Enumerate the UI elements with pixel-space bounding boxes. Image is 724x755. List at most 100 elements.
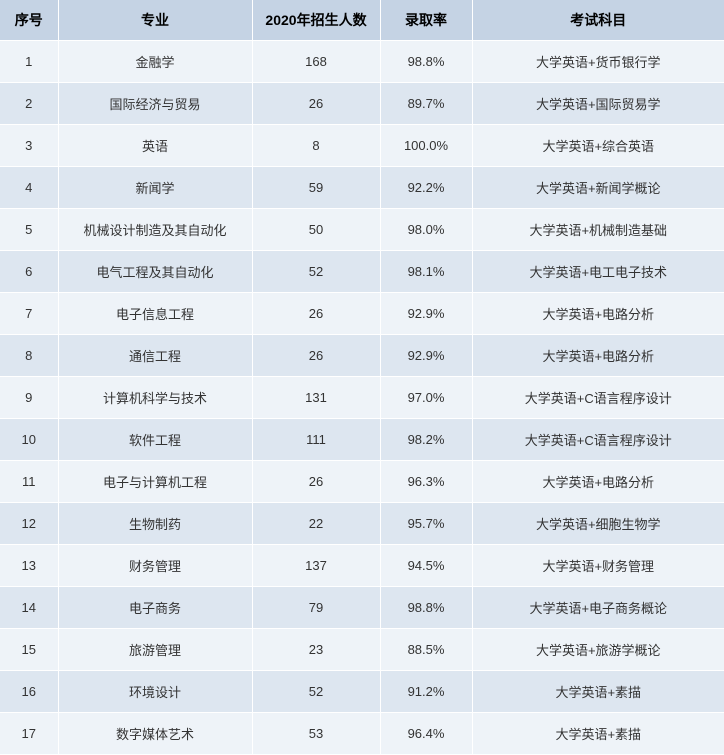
table-row: 10软件工程11198.2%大学英语+C语言程序设计 <box>0 419 724 461</box>
table-cell: 大学英语+电工电子技术 <box>472 251 724 293</box>
table-row: 15旅游管理2388.5%大学英语+旅游学概论 <box>0 629 724 671</box>
table-cell: 6 <box>0 251 58 293</box>
table-row: 3英语8100.0%大学英语+综合英语 <box>0 125 724 167</box>
table-cell: 8 <box>252 125 380 167</box>
table-row: 16环境设计5291.2%大学英语+素描 <box>0 671 724 713</box>
table-row: 2国际经济与贸易2689.7%大学英语+国际贸易学 <box>0 83 724 125</box>
table-cell: 14 <box>0 587 58 629</box>
table-cell: 98.2% <box>380 419 472 461</box>
table-cell: 9 <box>0 377 58 419</box>
table-row: 4新闻学5992.2%大学英语+新闻学概论 <box>0 167 724 209</box>
table-cell: 13 <box>0 545 58 587</box>
table-row: 9计算机科学与技术13197.0%大学英语+C语言程序设计 <box>0 377 724 419</box>
table-cell: 91.2% <box>380 671 472 713</box>
table-row: 7电子信息工程2692.9%大学英语+电路分析 <box>0 293 724 335</box>
col-header: 专业 <box>58 0 252 41</box>
table-cell: 3 <box>0 125 58 167</box>
table-cell: 53 <box>252 713 380 755</box>
table-cell: 大学英语+C语言程序设计 <box>472 419 724 461</box>
table-cell: 7 <box>0 293 58 335</box>
table-cell: 10 <box>0 419 58 461</box>
table-cell: 英语 <box>58 125 252 167</box>
table-row: 13财务管理13794.5%大学英语+财务管理 <box>0 545 724 587</box>
table-row: 17数字媒体艺术5396.4%大学英语+素描 <box>0 713 724 755</box>
table-row: 6电气工程及其自动化5298.1%大学英语+电工电子技术 <box>0 251 724 293</box>
table-cell: 电子商务 <box>58 587 252 629</box>
table-cell: 机械设计制造及其自动化 <box>58 209 252 251</box>
table-cell: 98.8% <box>380 587 472 629</box>
table-row: 8通信工程2692.9%大学英语+电路分析 <box>0 335 724 377</box>
table-cell: 数字媒体艺术 <box>58 713 252 755</box>
table-row: 14电子商务7998.8%大学英语+电子商务概论 <box>0 587 724 629</box>
table-cell: 59 <box>252 167 380 209</box>
table-cell: 金融学 <box>58 41 252 83</box>
table-cell: 137 <box>252 545 380 587</box>
table-header-row: 序号专业2020年招生人数录取率考试科目 <box>0 0 724 41</box>
col-header: 2020年招生人数 <box>252 0 380 41</box>
table-cell: 大学英语+国际贸易学 <box>472 83 724 125</box>
table-cell: 98.8% <box>380 41 472 83</box>
table-row: 1金融学16898.8%大学英语+货币银行学 <box>0 41 724 83</box>
table-cell: 新闻学 <box>58 167 252 209</box>
table-row: 12生物制药2295.7%大学英语+细胞生物学 <box>0 503 724 545</box>
table-cell: 100.0% <box>380 125 472 167</box>
table-cell: 26 <box>252 293 380 335</box>
table-cell: 大学英语+素描 <box>472 713 724 755</box>
table-cell: 26 <box>252 335 380 377</box>
table-cell: 大学英语+电路分析 <box>472 461 724 503</box>
table-cell: 50 <box>252 209 380 251</box>
table-cell: 16 <box>0 671 58 713</box>
table-cell: 111 <box>252 419 380 461</box>
table-cell: 电子与计算机工程 <box>58 461 252 503</box>
table-cell: 22 <box>252 503 380 545</box>
table-cell: 92.2% <box>380 167 472 209</box>
table-cell: 生物制药 <box>58 503 252 545</box>
table-cell: 大学英语+新闻学概论 <box>472 167 724 209</box>
table-cell: 大学英语+素描 <box>472 671 724 713</box>
col-header: 录取率 <box>380 0 472 41</box>
table-cell: 电子信息工程 <box>58 293 252 335</box>
table-cell: 131 <box>252 377 380 419</box>
table-cell: 12 <box>0 503 58 545</box>
table-cell: 26 <box>252 461 380 503</box>
table-row: 11电子与计算机工程2696.3%大学英语+电路分析 <box>0 461 724 503</box>
table-cell: 旅游管理 <box>58 629 252 671</box>
col-header: 考试科目 <box>472 0 724 41</box>
table-cell: 94.5% <box>380 545 472 587</box>
table-cell: 52 <box>252 251 380 293</box>
table-cell: 大学英语+电子商务概论 <box>472 587 724 629</box>
table-cell: 大学英语+综合英语 <box>472 125 724 167</box>
table-cell: 2 <box>0 83 58 125</box>
table-row: 5机械设计制造及其自动化5098.0%大学英语+机械制造基础 <box>0 209 724 251</box>
table-cell: 92.9% <box>380 293 472 335</box>
col-header: 序号 <box>0 0 58 41</box>
table-cell: 电气工程及其自动化 <box>58 251 252 293</box>
table-cell: 大学英语+财务管理 <box>472 545 724 587</box>
table-cell: 95.7% <box>380 503 472 545</box>
table-cell: 大学英语+货币银行学 <box>472 41 724 83</box>
table-cell: 通信工程 <box>58 335 252 377</box>
table-cell: 大学英语+C语言程序设计 <box>472 377 724 419</box>
table-cell: 国际经济与贸易 <box>58 83 252 125</box>
table-cell: 89.7% <box>380 83 472 125</box>
table-cell: 168 <box>252 41 380 83</box>
table-cell: 88.5% <box>380 629 472 671</box>
table-cell: 96.3% <box>380 461 472 503</box>
table-cell: 98.0% <box>380 209 472 251</box>
table-cell: 大学英语+细胞生物学 <box>472 503 724 545</box>
table-cell: 1 <box>0 41 58 83</box>
table-cell: 5 <box>0 209 58 251</box>
table-cell: 96.4% <box>380 713 472 755</box>
table-cell: 26 <box>252 83 380 125</box>
table-cell: 大学英语+机械制造基础 <box>472 209 724 251</box>
table-cell: 52 <box>252 671 380 713</box>
table-cell: 98.1% <box>380 251 472 293</box>
table-cell: 4 <box>0 167 58 209</box>
table-cell: 11 <box>0 461 58 503</box>
table-cell: 15 <box>0 629 58 671</box>
table-cell: 23 <box>252 629 380 671</box>
table-cell: 17 <box>0 713 58 755</box>
admissions-table: 序号专业2020年招生人数录取率考试科目 1金融学16898.8%大学英语+货币… <box>0 0 724 755</box>
table-cell: 92.9% <box>380 335 472 377</box>
table-cell: 财务管理 <box>58 545 252 587</box>
